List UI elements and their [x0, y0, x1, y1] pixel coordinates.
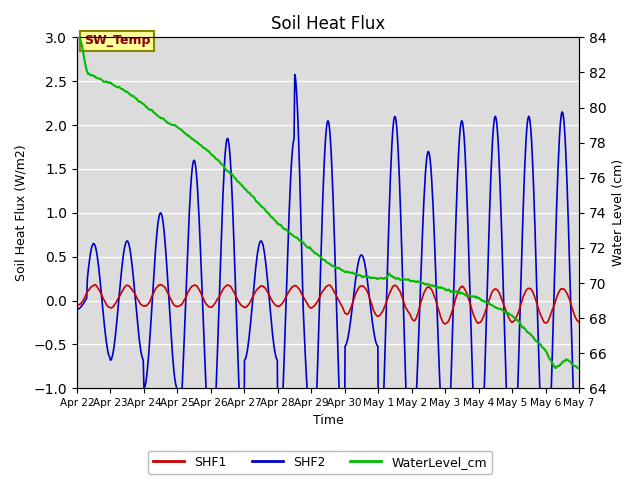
Text: SW_Temp: SW_Temp	[84, 34, 150, 47]
Title: Soil Heat Flux: Soil Heat Flux	[271, 15, 385, 33]
Y-axis label: Soil Heat Flux (W/m2): Soil Heat Flux (W/m2)	[15, 144, 28, 281]
X-axis label: Time: Time	[312, 414, 343, 427]
Y-axis label: Water Level (cm): Water Level (cm)	[612, 159, 625, 266]
Legend: SHF1, SHF2, WaterLevel_cm: SHF1, SHF2, WaterLevel_cm	[148, 451, 492, 474]
